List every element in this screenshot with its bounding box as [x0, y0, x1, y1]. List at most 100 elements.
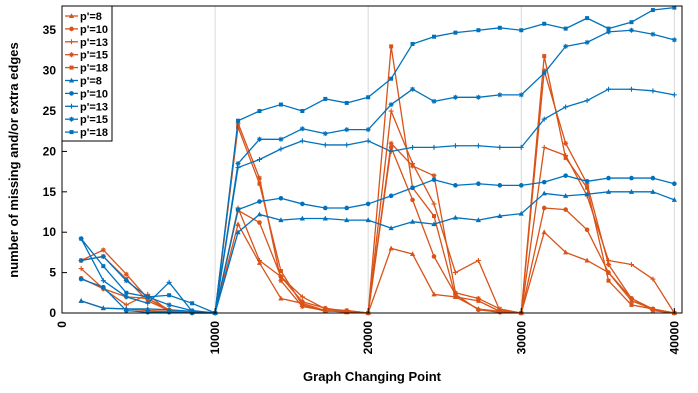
data-point [145, 294, 150, 299]
data-point [100, 305, 106, 311]
y-tick-label: 20 [43, 144, 57, 158]
x-tick-label: 40000 [667, 321, 681, 355]
data-point [300, 201, 305, 207]
data-point [389, 44, 394, 49]
data-point [123, 308, 129, 313]
data-point [256, 175, 262, 181]
y-axis-label: number of missing and/or extra edges [6, 42, 21, 278]
data-point [166, 309, 172, 315]
legend-label: p'=8 [80, 76, 102, 88]
legend-label: p'=10 [80, 88, 108, 100]
data-point [278, 278, 284, 284]
legend-marker [69, 39, 74, 45]
data-point [388, 193, 394, 199]
data-point [628, 262, 634, 268]
series-line [81, 29, 675, 314]
data-point [100, 247, 106, 253]
data-point [145, 306, 151, 311]
data-point [145, 300, 151, 306]
y-tick-label: 10 [43, 225, 57, 239]
data-point [563, 207, 568, 212]
data-point [541, 116, 547, 122]
legend-entry: p'=15 [65, 114, 108, 126]
data-point [541, 229, 547, 235]
data-point [431, 221, 437, 227]
data-point [322, 215, 328, 221]
data-point [235, 161, 241, 167]
legend-label: p'=13 [80, 101, 108, 113]
data-point [431, 144, 437, 150]
data-point [672, 5, 677, 10]
data-point [452, 143, 458, 149]
x-gridlines [214, 6, 675, 313]
data-point [497, 92, 503, 98]
data-point [584, 98, 590, 104]
data-point [475, 217, 481, 223]
data-point [79, 236, 84, 241]
data-point [629, 302, 634, 307]
data-point [344, 217, 350, 223]
series-9 [79, 5, 677, 315]
legend-label: p'=10 [80, 24, 108, 36]
y-tick-label: 25 [43, 104, 57, 118]
data-point [563, 249, 569, 255]
legend-label: p'=8 [80, 11, 102, 23]
data-point [476, 307, 481, 313]
data-point [257, 199, 262, 204]
data-point [584, 191, 590, 197]
data-point [344, 127, 350, 133]
data-point [628, 189, 635, 194]
data-point [78, 266, 84, 272]
data-point [256, 257, 262, 263]
data-point [497, 309, 502, 314]
data-point [606, 175, 611, 181]
legend-label: p'=18 [80, 127, 108, 139]
data-point [388, 140, 394, 146]
data-point [584, 227, 590, 233]
legend-entry: p'=8 [65, 11, 102, 23]
data-point [410, 86, 416, 92]
data-point [563, 193, 569, 198]
legend-entry: p'=10 [65, 24, 108, 36]
legend-label: p'=13 [80, 37, 108, 49]
data-point [453, 183, 458, 188]
data-point [166, 302, 172, 308]
legend-label: p'=15 [80, 114, 108, 126]
data-point [431, 177, 437, 182]
legend-marker [69, 130, 74, 135]
data-point [123, 271, 129, 277]
legend-marker [69, 26, 74, 32]
data-point [628, 27, 634, 33]
data-point [78, 276, 84, 282]
data-point [518, 144, 524, 150]
data-point [628, 295, 634, 301]
data-point [541, 70, 547, 76]
data-point [476, 181, 481, 187]
data-point [518, 183, 524, 188]
y-tick-label: 15 [43, 185, 57, 199]
data-point [563, 155, 568, 160]
data-point [452, 290, 458, 296]
data-point [650, 8, 655, 13]
data-point [257, 109, 262, 114]
data-point [167, 293, 172, 298]
data-point [452, 94, 458, 100]
data-point [299, 138, 305, 144]
data-point [190, 301, 195, 306]
data-point [410, 144, 416, 150]
legend-label: p'=18 [80, 63, 108, 75]
data-point [410, 185, 415, 191]
data-point [519, 28, 524, 33]
legend-label: p'=15 [80, 50, 108, 62]
data-point [145, 309, 151, 315]
data-point [497, 306, 503, 312]
data-point [606, 26, 611, 31]
data-point [497, 25, 502, 30]
legend-entry: p'=18 [65, 63, 108, 75]
legend-marker [69, 52, 74, 58]
data-point [410, 41, 415, 46]
data-point [300, 302, 305, 307]
data-point [542, 21, 547, 26]
data-point [78, 298, 84, 303]
